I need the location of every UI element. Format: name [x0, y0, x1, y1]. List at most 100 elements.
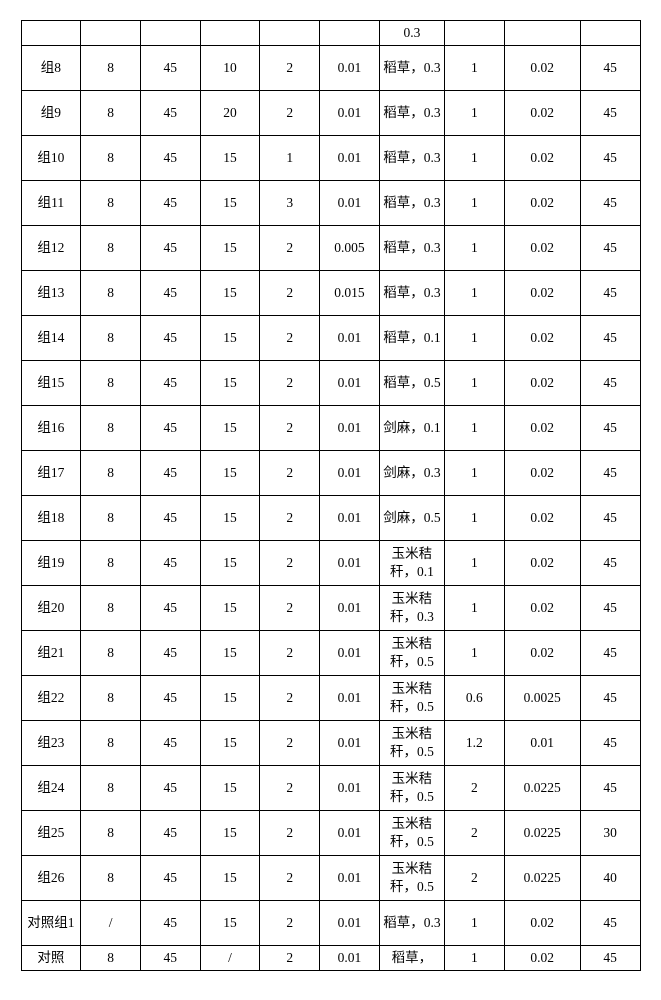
table-cell: 0.02: [504, 271, 580, 316]
table-cell: 组10: [21, 136, 81, 181]
table-cell: 稻草，0.1: [379, 316, 444, 361]
table-cell: 玉米秸秆，0.5: [379, 631, 444, 676]
table-cell: 1: [444, 406, 504, 451]
table-cell: 1: [260, 136, 320, 181]
table-cell: 15: [200, 316, 260, 361]
table-cell: 1: [444, 496, 504, 541]
table-cell: 0.01: [320, 136, 380, 181]
table-cell: 组8: [21, 46, 81, 91]
table-cell: 15: [200, 811, 260, 856]
table-row: 组218451520.01玉米秸秆，0.510.0245: [21, 631, 640, 676]
table-cell: 2: [260, 586, 320, 631]
table-cell: 2: [260, 316, 320, 361]
table-cell: 2: [260, 496, 320, 541]
table-row: 组118451530.01稻草，0.310.0245: [21, 181, 640, 226]
table-cell: 45: [580, 541, 640, 586]
table-cell: 组14: [21, 316, 81, 361]
table-cell: 0.02: [504, 586, 580, 631]
table-cell: 组24: [21, 766, 81, 811]
table-cell: 45: [140, 946, 200, 971]
table-cell: 玉米秸秆，0.1: [379, 541, 444, 586]
table-cell: 1: [444, 91, 504, 136]
table-row: 组98452020.01稻草，0.310.0245: [21, 91, 640, 136]
table-cell: 8: [81, 946, 141, 971]
table-cell: 45: [580, 631, 640, 676]
table-cell: 玉米秸秆，0.5: [379, 811, 444, 856]
table-cell: 45: [140, 586, 200, 631]
table-cell: 15: [200, 406, 260, 451]
table-row: 组268451520.01玉米秸秆，0.520.022540: [21, 856, 640, 901]
table-cell: 0.01: [320, 676, 380, 721]
table-cell: 0.02: [504, 901, 580, 946]
table-cell: 0.02: [504, 541, 580, 586]
table-cell: 组21: [21, 631, 81, 676]
table-cell: 8: [81, 46, 141, 91]
table-cell: 8: [81, 811, 141, 856]
table-cell: 0.01: [320, 946, 380, 971]
table-cell: 15: [200, 361, 260, 406]
table-cell: 45: [140, 406, 200, 451]
table-cell: 0.01: [320, 586, 380, 631]
table-cell: [320, 21, 380, 46]
table-cell: 8: [81, 451, 141, 496]
table-cell: 8: [81, 766, 141, 811]
table-row: 组148451520.01稻草，0.110.0245: [21, 316, 640, 361]
table-cell: 8: [81, 856, 141, 901]
table-cell: 对照: [21, 946, 81, 971]
table-row: 组168451520.01剑麻，0.110.0245: [21, 406, 640, 451]
table-cell: 45: [580, 91, 640, 136]
table-cell: 10: [200, 46, 260, 91]
table-row: 组248451520.01玉米秸秆，0.520.022545: [21, 766, 640, 811]
table-row: 组188451520.01剑麻，0.510.0245: [21, 496, 640, 541]
table-cell: 剑麻，0.1: [379, 406, 444, 451]
table-cell: 2: [260, 811, 320, 856]
table-cell: 45: [140, 901, 200, 946]
table-cell: 45: [580, 946, 640, 971]
table-cell: 45: [140, 136, 200, 181]
table-row: 组238451520.01玉米秸秆，0.51.20.0145: [21, 721, 640, 766]
table-cell: 0.02: [504, 406, 580, 451]
table-cell: 稻草，0.3: [379, 271, 444, 316]
table-cell: 2: [260, 676, 320, 721]
table-cell: 组15: [21, 361, 81, 406]
table-cell: 0.01: [320, 901, 380, 946]
table-cell: 15: [200, 181, 260, 226]
table-cell: 组13: [21, 271, 81, 316]
table-cell: 稻草，0.3: [379, 136, 444, 181]
table-cell: 8: [81, 406, 141, 451]
table-cell: 0.01: [320, 631, 380, 676]
table-cell: 1: [444, 226, 504, 271]
table-cell: 2: [260, 226, 320, 271]
table-cell: 0.02: [504, 631, 580, 676]
table-cell: 0.01: [320, 721, 380, 766]
table-cell: 2: [260, 721, 320, 766]
table-row: 组178451520.01剑麻，0.310.0245: [21, 451, 640, 496]
table-cell: 组11: [21, 181, 81, 226]
table-cell: [21, 21, 81, 46]
table-row: 组128451520.005稻草，0.310.0245: [21, 226, 640, 271]
table-cell: 0.0225: [504, 766, 580, 811]
table-cell: 组16: [21, 406, 81, 451]
table-cell: 45: [140, 91, 200, 136]
table-cell: 2: [444, 811, 504, 856]
table-cell: 45: [580, 766, 640, 811]
table-cell: [200, 21, 260, 46]
table-cell: 0.01: [504, 721, 580, 766]
table-cell: 15: [200, 271, 260, 316]
table-cell: 0.01: [320, 91, 380, 136]
table-cell: 0.01: [320, 766, 380, 811]
table-cell: 2: [260, 451, 320, 496]
table-cell: 0.02: [504, 496, 580, 541]
table-cell: 0.0225: [504, 856, 580, 901]
table-cell: 0.02: [504, 181, 580, 226]
table-cell: 稻草，0.5: [379, 361, 444, 406]
table-cell: 8: [81, 136, 141, 181]
table-cell: 15: [200, 586, 260, 631]
table-cell: [260, 21, 320, 46]
table-cell: 1.2: [444, 721, 504, 766]
table-cell: 3: [260, 181, 320, 226]
table-cell: 2: [260, 406, 320, 451]
table-cell: 8: [81, 541, 141, 586]
table-cell: 对照组1: [21, 901, 81, 946]
table-cell: 30: [580, 811, 640, 856]
